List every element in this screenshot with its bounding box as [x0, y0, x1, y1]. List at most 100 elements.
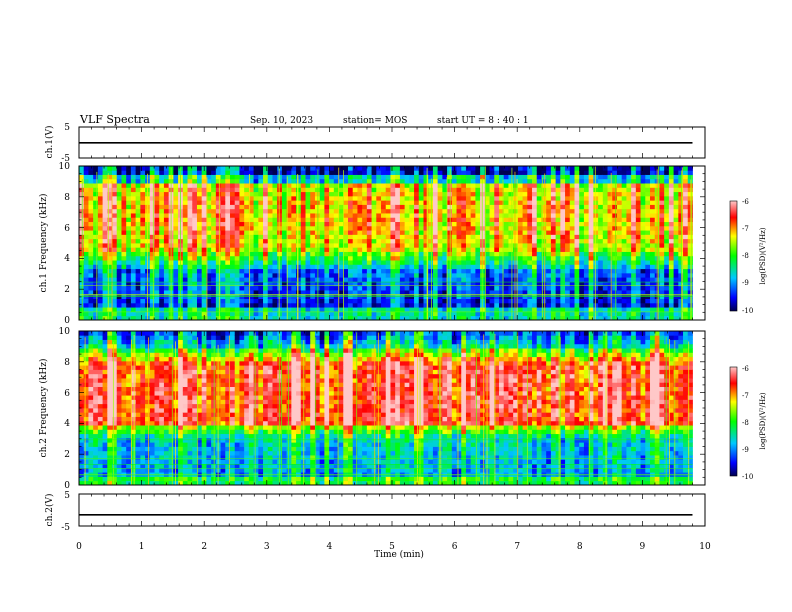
spectrogram-cell: [296, 166, 302, 171]
spectrogram-cell: [414, 285, 420, 291]
spectrogram-cell: [126, 234, 132, 240]
spectrogram-cell: [300, 268, 306, 274]
spectrogram-cell: [272, 268, 278, 274]
spectrogram-cell: [626, 268, 632, 274]
spectrogram-cell: [461, 174, 467, 180]
spectrogram-cell: [107, 204, 113, 210]
spectrogram-cell: [456, 260, 462, 265]
spectrogram-cell: [253, 264, 259, 270]
spectrogram-cell: [79, 230, 85, 235]
spectrogram-cell: [329, 298, 335, 304]
spectrogram-cell: [640, 268, 646, 274]
spectrogram-cell: [414, 298, 420, 304]
spectrogram-cell: [432, 225, 439, 231]
spectrogram-cell: [347, 225, 354, 231]
spectrogram-cell: [93, 264, 99, 270]
spectrogram-cell: [560, 230, 566, 235]
ch1-waveform-panel: 5 -5 ch.1(V): [44, 123, 706, 164]
spectrogram-cell: [484, 281, 490, 287]
spectrogram-cell: [541, 268, 547, 274]
spectrogram-cell: [607, 251, 613, 257]
spectrogram-cell: [593, 264, 599, 270]
spectrogram-cell: [583, 260, 590, 265]
spectrogram-cell: [159, 191, 165, 197]
spectrogram-cell: [102, 174, 108, 180]
spectrogram-cell: [154, 170, 160, 175]
spectrogram-cell: [371, 285, 377, 291]
spectrogram-cell: [376, 281, 382, 287]
spectrogram-cell: [324, 170, 330, 175]
spectrogram-cell: [211, 187, 217, 193]
spectrogram-cell: [319, 225, 325, 231]
spectrogram-cell: [569, 166, 575, 171]
spectrogram-cell: [192, 195, 198, 201]
spectrogram-cell: [593, 200, 599, 205]
spectrogram-cell: [126, 311, 132, 317]
spectrogram-cell: [602, 213, 608, 218]
spectrogram-cell: [310, 230, 316, 235]
spectrogram-cell: [116, 260, 122, 265]
spectrogram-cell: [579, 247, 585, 252]
spectrogram-cell: [650, 187, 656, 193]
spectrogram-cell: [432, 166, 439, 171]
spectrogram-cell: [149, 243, 155, 248]
spectrogram-cell: [489, 225, 495, 231]
spectrogram-cell: [527, 204, 533, 210]
spectrogram-cell: [135, 285, 141, 291]
spectrogram-cell: [83, 178, 89, 184]
spectrogram-cell: [513, 195, 519, 201]
spectrogram-cell: [357, 217, 363, 223]
spectrogram-cell: [159, 290, 165, 295]
spectrogram-cell: [659, 225, 665, 231]
spectrogram-cell: [291, 178, 297, 184]
ch1-colorbar-gradient: [729, 200, 738, 312]
spectrogram-cell: [395, 260, 401, 265]
spectrogram-cell: [149, 255, 155, 261]
spectrogram-cell: [409, 208, 415, 214]
spectrogram-cell: [79, 187, 85, 193]
spectrogram-cell: [414, 187, 420, 193]
spectrogram-cell: [635, 251, 641, 257]
spectrogram-cell: [371, 277, 377, 282]
spectrogram-cell: [536, 255, 542, 261]
spectrogram-cell: [333, 178, 339, 184]
spectrogram-cell: [267, 178, 273, 184]
spectrogram-cell: [484, 204, 490, 210]
spectrogram-cell: [371, 272, 377, 278]
spectrogram-cell: [163, 290, 170, 295]
spectrogram-cell: [182, 255, 188, 261]
spectrogram-cell: [683, 217, 689, 223]
spectrogram-cell: [461, 166, 467, 171]
spectrogram-cell: [522, 221, 528, 227]
spectrogram-cell: [324, 277, 330, 282]
spectrogram-cell: [385, 251, 391, 257]
spectrogram-cell: [371, 221, 377, 227]
spectrogram-cell: [390, 298, 396, 304]
spectrogram-cell: [159, 195, 165, 201]
spectrogram-cell: [541, 221, 547, 227]
spectrogram-cell: [465, 187, 472, 193]
spectrogram-cell: [263, 195, 269, 201]
spectrogram-cell: [409, 272, 415, 278]
spectrogram-cell: [263, 298, 269, 304]
spectrogram-cell: [140, 195, 146, 201]
spectrogram-cell: [659, 238, 665, 244]
spectrogram-cell: [442, 307, 448, 312]
spectrogram-cell: [239, 217, 245, 223]
spectrogram-cell: [470, 178, 476, 184]
spectrogram-cell: [635, 178, 641, 184]
spectrogram-cell: [404, 251, 410, 257]
spectrogram-cell: [442, 178, 448, 184]
spectrogram-cell: [437, 213, 443, 218]
spectrogram-cell: [366, 191, 372, 197]
spectrogram-cell: [390, 183, 396, 188]
spectrogram-cell: [456, 208, 462, 214]
spectrogram-cell: [381, 277, 387, 282]
spectrogram-cell: [475, 272, 481, 278]
spectrogram-cell: [362, 311, 368, 317]
spectrogram-cell: [451, 183, 457, 188]
spectrogram-cell: [263, 281, 269, 287]
spectrogram-cell: [201, 281, 207, 287]
spectrogram-cell: [668, 264, 674, 270]
spectrogram-cell: [324, 187, 330, 193]
